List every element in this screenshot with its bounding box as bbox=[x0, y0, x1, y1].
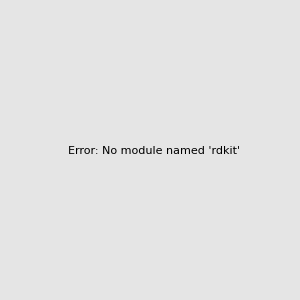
Text: Error: No module named 'rdkit': Error: No module named 'rdkit' bbox=[68, 146, 240, 157]
